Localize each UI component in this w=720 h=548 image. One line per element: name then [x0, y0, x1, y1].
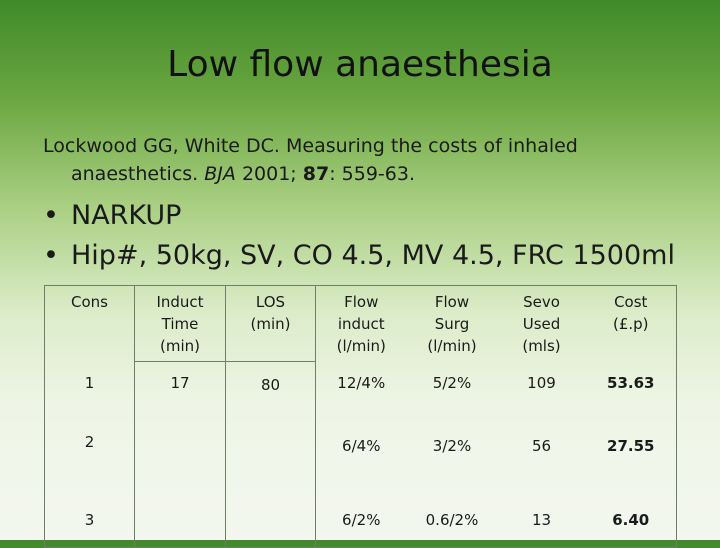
bullet-glyph: • — [43, 200, 59, 231]
reference-text: 2001; — [235, 163, 303, 185]
header-los: LOS (min) — [225, 285, 316, 362]
reference-line-1: Lockwood GG, White DC. Measuring the cos… — [43, 135, 578, 157]
header-flow-surg: Flow Surg (l/min) — [407, 286, 498, 362]
cell-flow-surg: 5/2% — [432, 373, 472, 392]
header-text: LOS — [255, 293, 286, 311]
cell-sevo-used: 13 — [531, 510, 552, 529]
bullet-item: • Hip#, 50kg, SV, CO 4.5, MV 4.5, FRC 150… — [43, 236, 675, 276]
bullet-item: • NARKUP — [43, 196, 675, 236]
reference-text: anaesthetics. — [71, 163, 205, 185]
cell-cost: 53.63 — [607, 373, 655, 392]
header-text: induct — [337, 315, 385, 333]
header-cons: Cons — [45, 286, 135, 362]
bullet-glyph: • — [43, 240, 59, 271]
table-header-row: Cons Induct Time (min) LOS (min) Flow induct… — [45, 285, 677, 362]
header-text: Induct — [156, 293, 204, 311]
slide-title: Low flow anaesthesia — [167, 44, 553, 85]
cell-flow-surg: 0.6/2% — [425, 510, 479, 529]
header-text: Flow — [434, 293, 470, 311]
table-row: 1 17 80 12/4% 5/2% 109 53.63 — [45, 361, 677, 548]
cost-table: Cons Induct Time (min) LOS (min) Flow induct… — [44, 285, 677, 548]
cell-los: 80 — [225, 361, 316, 548]
reference-journal: BJA — [204, 163, 236, 185]
cell-flow-induct: 12/4% — [337, 373, 386, 392]
bullet-list: • NARKUP • Hip#, 50kg, SV, CO 4.5, MV 4.5,… — [43, 196, 675, 276]
cell-induct-time: 17 — [134, 361, 226, 548]
header-text: Cost — [614, 293, 648, 311]
reference-line-2: anaesthetics. BJA 2001; 87: 559-63. — [43, 160, 683, 188]
cell-flow-induct: 6/2% — [342, 510, 381, 529]
header-text: Used — [522, 315, 561, 333]
header-text: Time — [161, 315, 199, 333]
header-induct-time: Induct Time (min) — [134, 285, 226, 362]
header-text: Sevo — [523, 293, 560, 311]
header-text: (min) — [250, 315, 291, 333]
header-text: (min) — [160, 337, 200, 355]
cell-flow-surg: 3/2% — [432, 436, 472, 455]
cell-cons: 3 — [84, 510, 95, 529]
bullet-text: Hip#, 50kg, SV, CO 4.5, MV 4.5, FRC 1500… — [71, 240, 675, 271]
header-cons-text: Cons — [71, 293, 108, 311]
reference-volume: 87 — [302, 163, 330, 185]
reference-citation: Lockwood GG, White DC. Measuring the cos… — [43, 132, 683, 188]
header-text: Flow — [344, 293, 379, 311]
reference-text: : 559-63. — [329, 163, 415, 185]
cell-flow-induct: 6/4% — [342, 436, 381, 455]
header-sevo-used: Sevo Used (mls) — [498, 286, 586, 362]
header-text: (l/min) — [336, 337, 386, 355]
cell-cons: 1 — [84, 373, 95, 392]
cell-cons: 2 — [84, 432, 95, 451]
header-flow-induct: Flow induct (l/min) — [316, 286, 407, 362]
header-text: Surg — [434, 315, 470, 333]
cell-cost: 27.55 — [607, 436, 655, 455]
cell-cost: 6.40 — [612, 510, 650, 529]
bullet-text: NARKUP — [71, 200, 182, 231]
cell-sevo-used: 56 — [531, 436, 552, 455]
header-text: (mls) — [522, 337, 561, 355]
header-cost: Cost (£.p) — [586, 286, 677, 362]
table-row: 3 6/2% 0.6/2% 13 6.40 — [45, 493, 677, 548]
header-text: (l/min) — [427, 337, 477, 355]
header-text: (£.p) — [612, 315, 649, 333]
table-row: 2 6/4% 3/2% 56 27.55 — [45, 429, 677, 493]
cell-sevo-used: 109 — [527, 373, 556, 392]
